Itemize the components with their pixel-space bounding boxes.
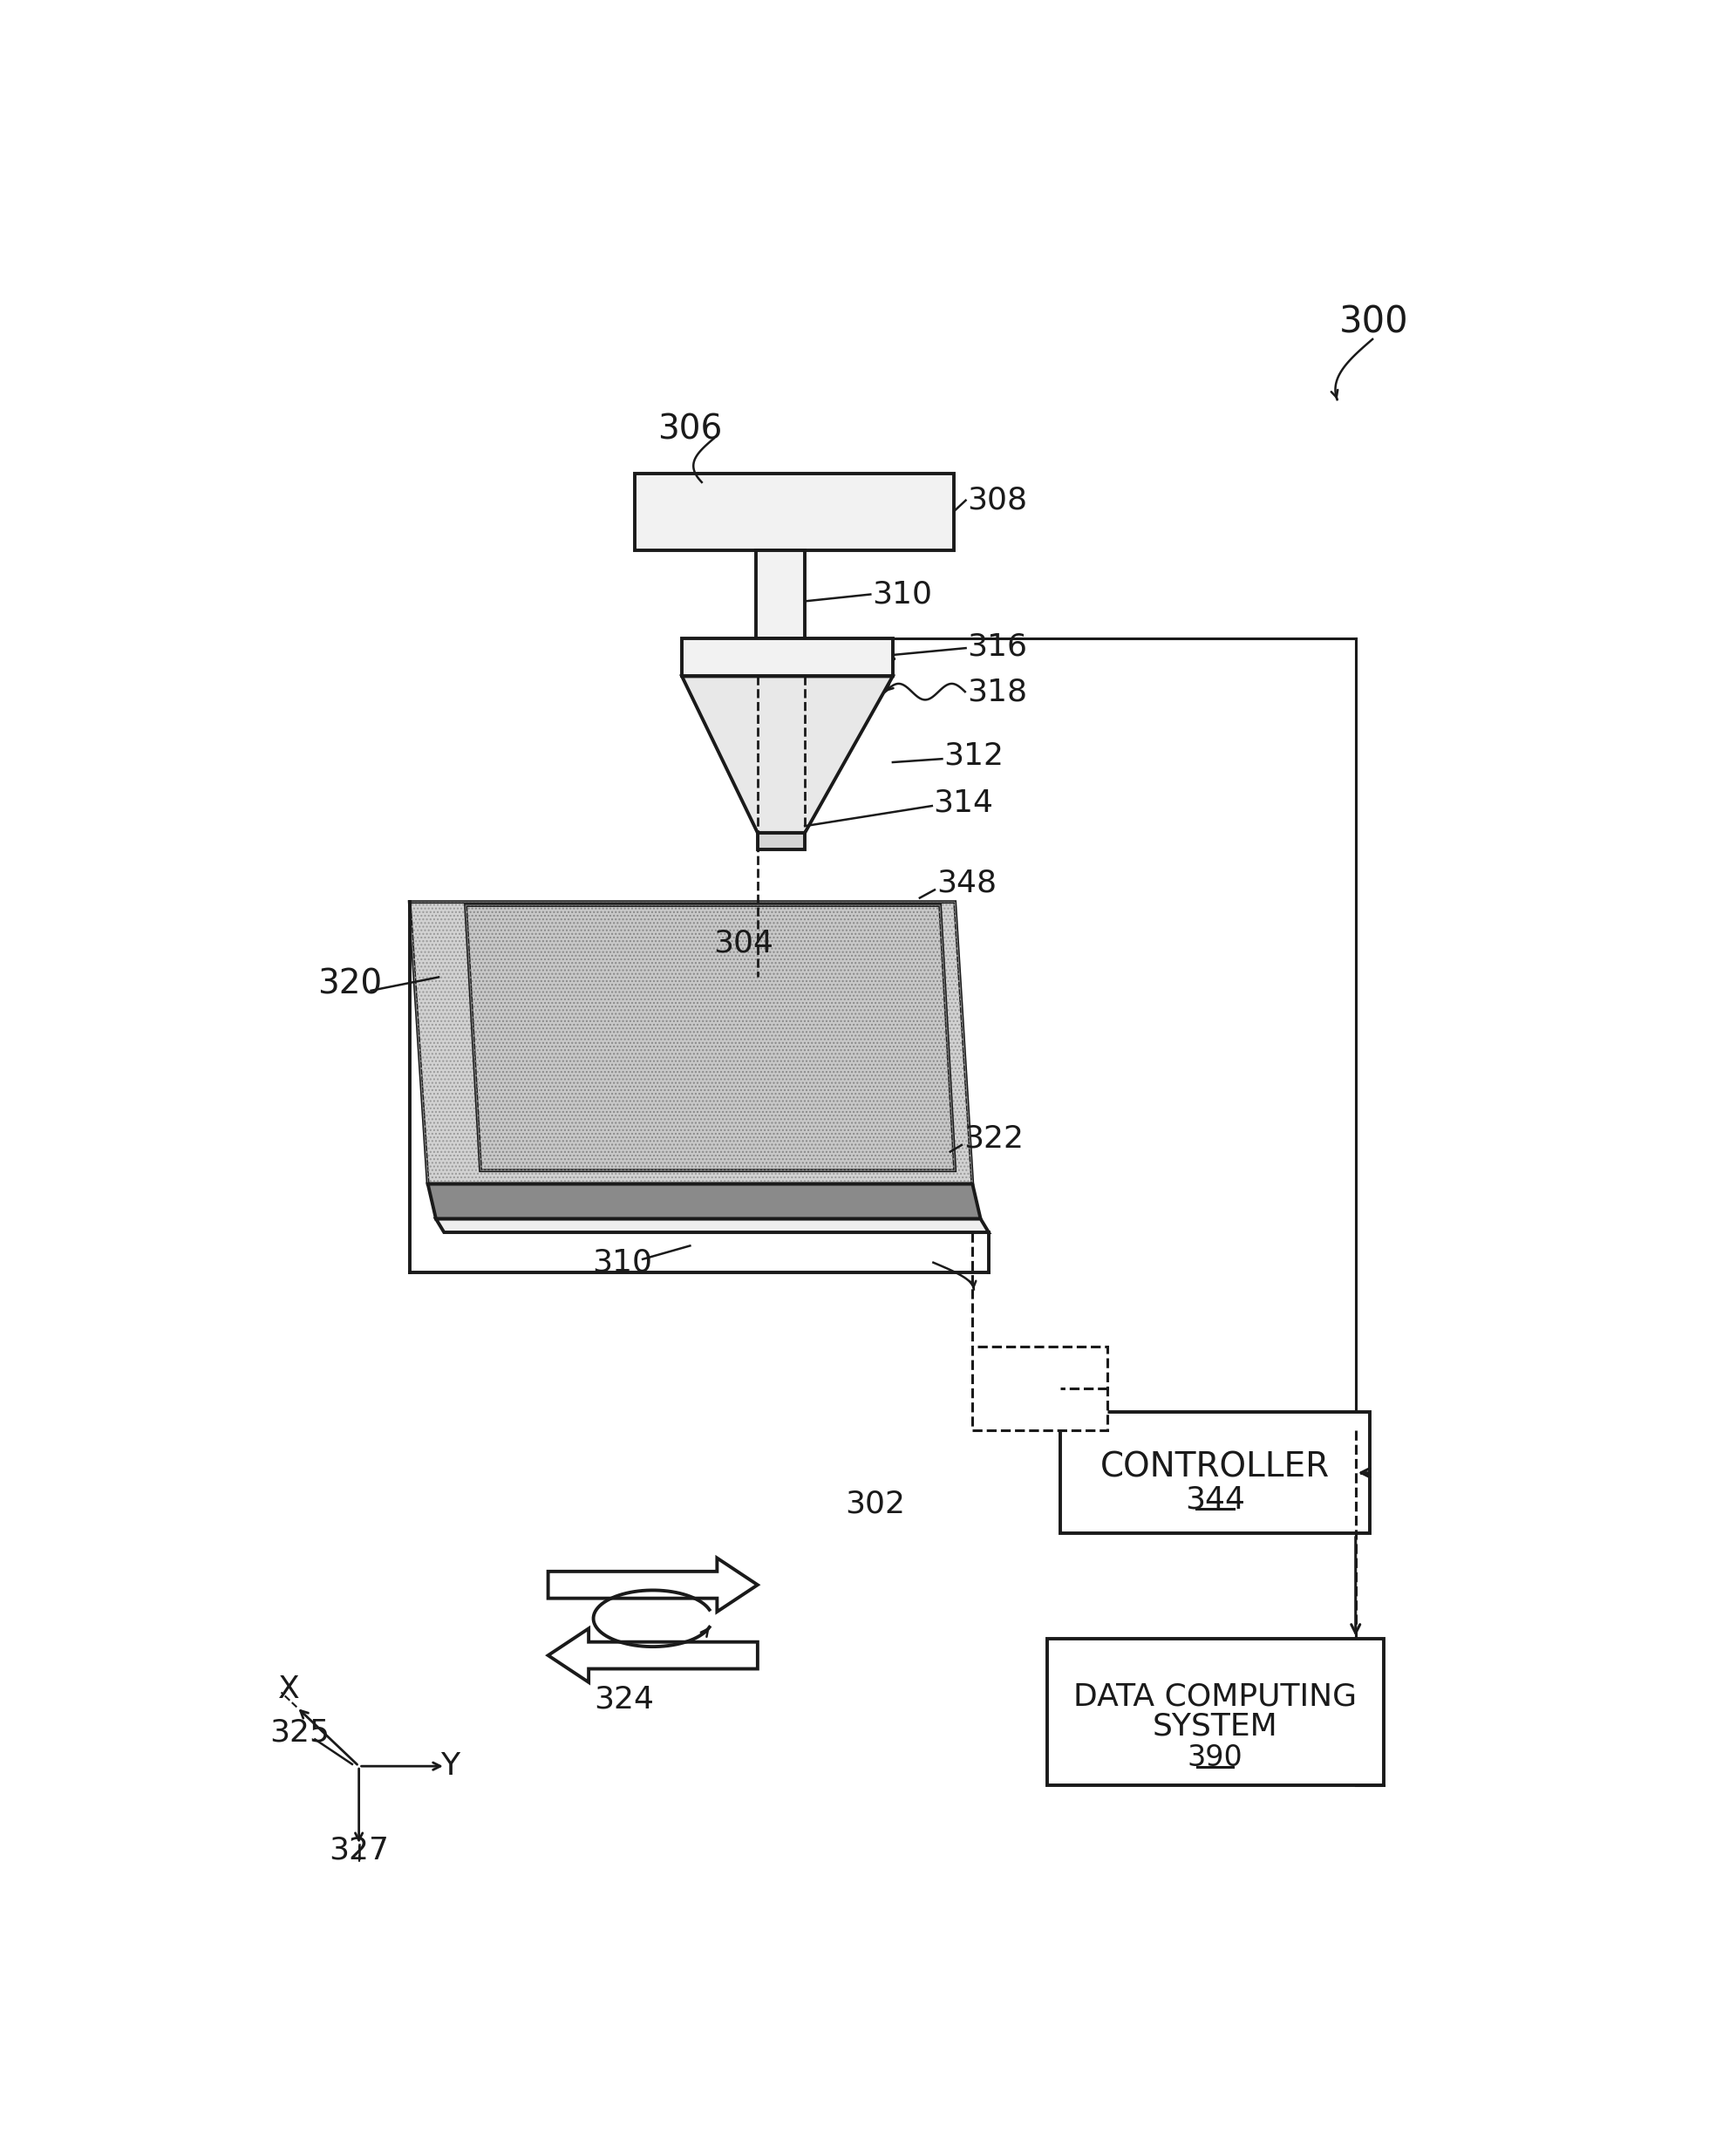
Polygon shape: [427, 1183, 981, 1220]
Text: 320: 320: [318, 968, 382, 1000]
Text: DATA COMPUTING: DATA COMPUTING: [1073, 1683, 1358, 1711]
Text: 322: 322: [963, 1123, 1024, 1153]
Text: 327: 327: [328, 1836, 389, 1864]
Bar: [757, 552, 806, 638]
Text: 325: 325: [269, 1718, 330, 1748]
Text: 390: 390: [1187, 1743, 1243, 1771]
Bar: [1061, 1412, 1370, 1532]
Bar: [682, 638, 892, 677]
Text: 324: 324: [594, 1685, 654, 1713]
Polygon shape: [465, 905, 955, 1170]
Text: 314: 314: [934, 789, 993, 817]
Bar: [757, 832, 806, 849]
Polygon shape: [682, 677, 892, 832]
Text: 344: 344: [1186, 1485, 1245, 1515]
Text: 348: 348: [937, 868, 996, 899]
Text: 300: 300: [1338, 304, 1408, 340]
Polygon shape: [410, 903, 972, 1183]
Text: 310: 310: [592, 1248, 653, 1278]
FancyArrow shape: [549, 1629, 757, 1683]
Bar: [1047, 1638, 1384, 1784]
Text: Y: Y: [439, 1752, 460, 1780]
Text: 312: 312: [943, 741, 1003, 769]
Bar: [635, 474, 953, 552]
Polygon shape: [436, 1220, 990, 1233]
Text: 316: 316: [967, 631, 1028, 662]
Text: CONTROLLER: CONTROLLER: [1101, 1450, 1330, 1485]
Text: 308: 308: [967, 485, 1028, 515]
Text: 318: 318: [967, 677, 1028, 707]
Text: 302: 302: [845, 1489, 906, 1519]
Text: 310: 310: [873, 580, 932, 610]
Text: 304: 304: [713, 929, 774, 959]
FancyArrow shape: [549, 1558, 757, 1612]
Text: 306: 306: [658, 414, 722, 446]
Bar: [972, 1347, 1108, 1431]
Text: SYSTEM: SYSTEM: [1153, 1711, 1278, 1741]
Text: X: X: [278, 1674, 299, 1705]
